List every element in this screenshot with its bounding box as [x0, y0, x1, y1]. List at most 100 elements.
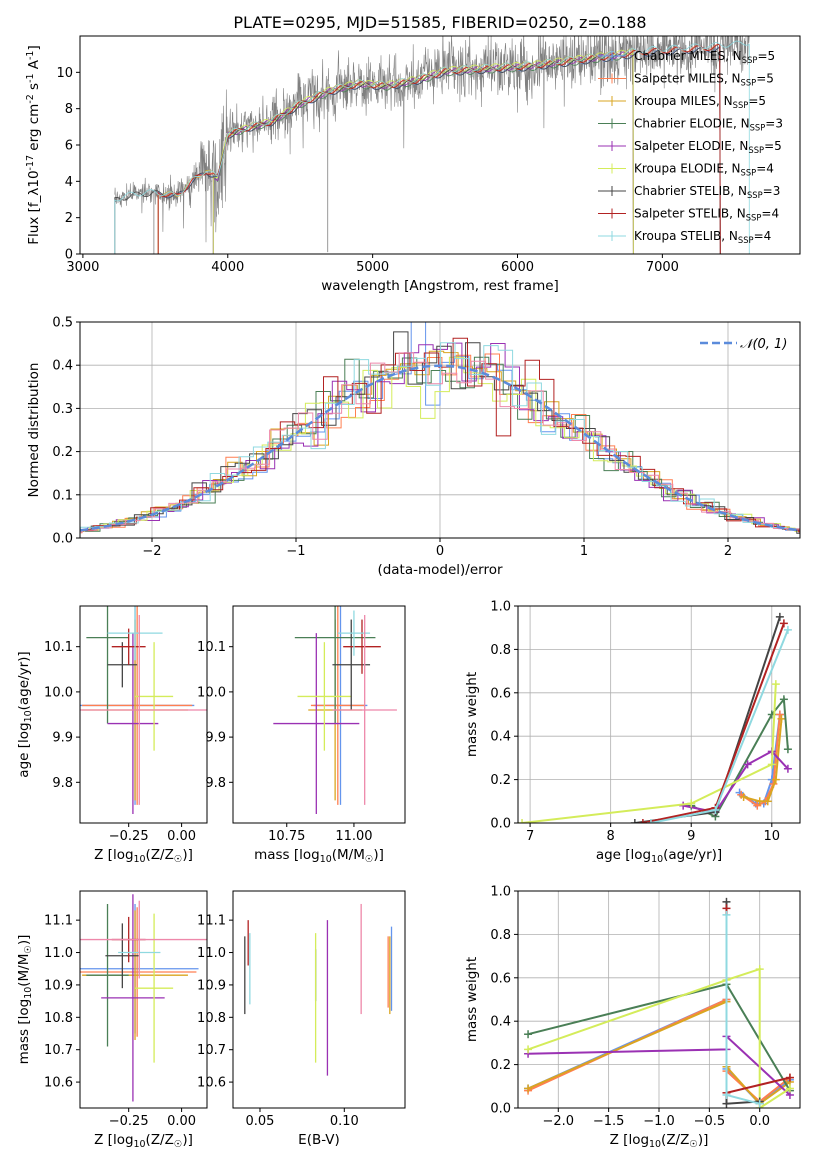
y-tick-label: 0.4: [490, 730, 511, 745]
residual-histogram: [80, 356, 800, 532]
age-vs-mass-plot-area: [273, 606, 397, 814]
y-axis-label: mass [log10(M/M☉)]: [16, 935, 34, 1065]
x-tick-label: −0.25: [109, 829, 149, 844]
y-tick-label: 9.8: [205, 776, 226, 791]
weight-vs-age-plot-area: [518, 612, 792, 823]
x-tick-label: 4000: [211, 260, 244, 275]
y-tick-label: 0.2: [490, 1058, 511, 1073]
y-tick-label: 0.0: [490, 1102, 511, 1117]
y-tick-label: 0.0: [52, 532, 73, 547]
x-axis-label: (data-model)/error: [377, 562, 503, 578]
x-axis-label: E(B-V): [298, 1132, 340, 1148]
x-tick-label: 2: [724, 544, 732, 559]
age-vs-Z-panel: −0.25 0.00 9.8 9.9 10.0 10.1 Z [log10(Z/Z☉)] ag…: [16, 605, 208, 865]
x-tick-label: 1: [580, 544, 588, 559]
legend-label: 𝒩(0, 1): [740, 337, 787, 352]
x-tick-label: 9: [687, 829, 695, 844]
axes-frame: [79, 605, 208, 824]
x-tick-label: 0.0: [749, 1114, 770, 1129]
figure-title: PLATE=0295, MJD=51585, FIBERID=0250, z=0…: [233, 13, 646, 32]
y-tick-label: 0.8: [490, 643, 511, 658]
residual-histogram: [80, 352, 800, 533]
spectrum-legend: Chabrier MILES, NSSP=5 Salpeter MILES, NS…: [598, 49, 783, 245]
y-tick-label: 0.5: [52, 316, 73, 331]
axes-frame: [79, 890, 208, 1109]
x-axis-label: age [log10(age/yr)]: [596, 847, 722, 865]
y-tick-label: 9.9: [52, 731, 73, 746]
y-tick-label: 1.0: [490, 600, 511, 615]
legend-label: Chabrier ELODIE, NSSP=3: [634, 117, 783, 133]
model-fit-line: [212, 51, 634, 254]
y-tick-label: 0.1: [52, 488, 73, 503]
model-fit-line: [157, 43, 721, 254]
model-fit-line: [212, 52, 634, 254]
legend-label: Kroupa ELODIE, NSSP=4: [634, 162, 774, 178]
x-axis-label: mass [log10(M/M☉)]: [254, 847, 384, 865]
model-fit-line: [114, 40, 750, 254]
y-tick-label: 10.9: [197, 978, 226, 993]
y-tick-label: 10.7: [197, 1043, 226, 1058]
x-axis-label: Z [log10(Z/Z☉)]: [94, 847, 193, 865]
age-vs-mass-panel: 10.75 11.00 9.8 9.9 10.0 10.1 mass [log10(M/M☉…: [197, 605, 406, 865]
residuals-plot-area: [80, 322, 800, 534]
weight-line: [521, 684, 777, 823]
legend-label: Kroupa STELIB, NSSP=4: [634, 229, 771, 245]
x-tick-label: −0.25: [109, 1114, 149, 1129]
y-tick-label: 0.0: [490, 817, 511, 832]
y-tick-label: 0.3: [52, 402, 73, 417]
axes-frame: [232, 890, 406, 1109]
y-tick-label: 0.6: [490, 971, 511, 986]
normal-curve: [80, 364, 800, 532]
x-tick-label: 10: [764, 829, 781, 844]
x-tick-label: 0.00: [167, 1114, 196, 1129]
y-tick-label: 10.8: [44, 1011, 73, 1026]
legend-label: Kroupa MILES, NSSP=5: [634, 94, 766, 110]
y-tick-label: 10.6: [197, 1076, 226, 1091]
y-axis-label: Flux [f_λ10-17 erg cm-2 s-1 A-1]: [25, 45, 42, 244]
y-tick-label: 10.0: [44, 685, 73, 700]
y-axis-label: age [log10(age/yr)]: [16, 651, 34, 777]
y-tick-label: 2: [65, 211, 73, 226]
mass-vs-EBV-plot-area: [244, 903, 393, 1076]
y-tick-label: 0.4: [52, 359, 73, 374]
x-tick-label: 5000: [356, 260, 389, 275]
legend-label: Chabrier MILES, NSSP=5: [634, 49, 775, 65]
x-axis-label: wavelength [Angstrom, rest frame]: [321, 278, 559, 294]
legend-label: Salpeter ELODIE, NSSP=5: [634, 139, 782, 155]
y-tick-label: 8: [65, 102, 73, 117]
x-tick-label: −1: [286, 544, 305, 559]
y-axis-label: mass weight: [464, 957, 480, 1042]
y-tick-label: 10.0: [197, 685, 226, 700]
y-tick-label: 10.7: [44, 1043, 73, 1058]
y-tick-label: 9.8: [52, 776, 73, 791]
y-tick-label: 10.9: [44, 978, 73, 993]
x-tick-label: 10.75: [268, 829, 305, 844]
y-tick-label: 10.1: [44, 640, 73, 655]
spectrum-panel: 3000 4000 5000 6000 7000 0 2 4 6 8 10 wavelength [A…: [25, 35, 801, 294]
legend-label: Salpeter STELIB, NSSP=4: [634, 207, 779, 223]
y-tick-label: 6: [65, 139, 73, 154]
y-tick-label: 11.1: [197, 914, 226, 929]
mass-vs-Z-panel: −0.25 0.00 10.6 10.7 10.8 10.9 11.0 11.1 Z [log1…: [16, 890, 208, 1150]
mass-vs-EBV-panel: 0.05 0.10 10.6 10.7 10.8 10.9 11.0 11.1 E(B-V): [197, 890, 406, 1148]
y-tick-label: 0.2: [490, 773, 511, 788]
x-tick-label: 0: [436, 544, 444, 559]
y-tick-label: 11.0: [44, 946, 73, 961]
y-tick-label: 0.2: [52, 445, 73, 460]
y-tick-label: 0.6: [490, 686, 511, 701]
y-tick-label: 1.0: [490, 885, 511, 900]
y-tick-label: 4: [65, 175, 73, 190]
axes-frame: [517, 605, 801, 824]
x-axis-label: Z [log10(Z/Z☉)]: [610, 1132, 709, 1150]
y-tick-label: 11.0: [197, 946, 226, 961]
x-tick-label: 8: [607, 829, 615, 844]
legend-label: Chabrier STELIB, NSSP=3: [634, 184, 780, 200]
y-tick-label: 10.6: [44, 1076, 73, 1091]
y-axis-label: Normed distribution: [26, 363, 42, 498]
weight-vs-Z-panel: −2.0 −1.5 −1.0 −0.5 0.0 0.0 0.2 0.4 0.6 0.8 1.0 Z […: [464, 885, 801, 1150]
age-vs-Z-plot-area: [80, 606, 207, 814]
x-tick-label: −2: [142, 544, 161, 559]
residuals-panel: −2 −1 0 1 2 0.0 0.1 0.2 0.3 0.4 0.5 (data-model)/er…: [26, 316, 801, 578]
